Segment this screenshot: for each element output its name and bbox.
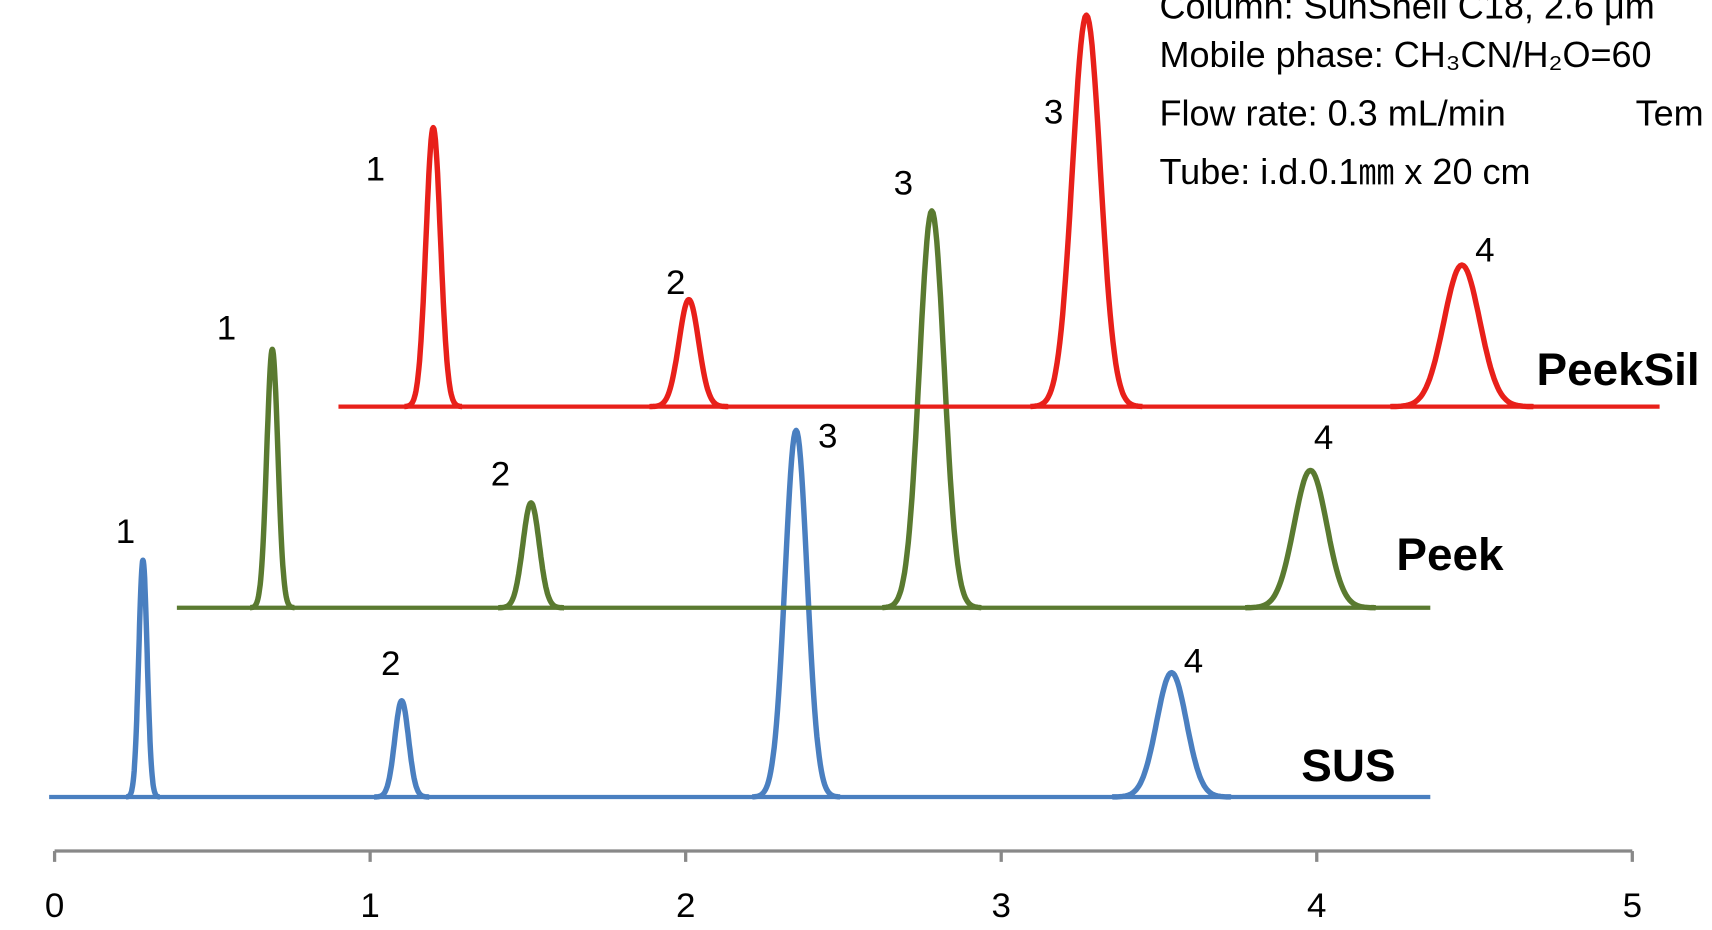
peak <box>880 208 983 611</box>
peak <box>372 698 432 800</box>
series-label: SUS <box>1301 740 1395 791</box>
peak-label: 4 <box>1184 643 1203 681</box>
annotation: Tem <box>1636 94 1704 134</box>
peak <box>647 296 731 410</box>
peak-label: 1 <box>217 310 236 348</box>
peak <box>123 557 163 800</box>
series-label: PeekSil <box>1537 344 1700 395</box>
x-tick-label: 1 <box>360 887 379 925</box>
peak-label: 1 <box>116 513 135 551</box>
peak <box>247 346 297 611</box>
peak-label: 3 <box>894 165 913 203</box>
x-tick-label: 4 <box>1307 887 1326 925</box>
annotation: Flow rate: 0.3 mL/min <box>1160 94 1506 134</box>
peak-label: 1 <box>366 151 385 189</box>
peak-label: 2 <box>666 264 685 302</box>
peak-label: 2 <box>491 456 510 494</box>
peak <box>750 427 842 800</box>
x-tick-label: 2 <box>676 887 695 925</box>
series-label: Peek <box>1396 529 1504 580</box>
x-tick-label: 0 <box>45 887 64 925</box>
peak <box>402 124 465 410</box>
annotation: Mobile phase: CH₃CN/H₂O=60 <box>1160 35 1652 75</box>
annotation: Column: SunShell C18, 2.6 μm <box>1160 0 1655 26</box>
x-tick-label: 3 <box>991 887 1010 925</box>
peak <box>1244 467 1377 611</box>
peak <box>1029 12 1144 410</box>
peak-label: 4 <box>1475 232 1494 270</box>
peak <box>1110 669 1233 800</box>
peak-label: 3 <box>818 418 837 456</box>
peak-label: 3 <box>1044 93 1063 131</box>
peak <box>1389 262 1535 410</box>
annotation: Tube: i.d.0.1㎜ x 20 cm <box>1160 152 1531 192</box>
peak <box>496 500 566 611</box>
x-tick-label: 5 <box>1623 887 1642 925</box>
peak-label: 4 <box>1314 419 1333 457</box>
peak-label: 2 <box>381 645 400 683</box>
